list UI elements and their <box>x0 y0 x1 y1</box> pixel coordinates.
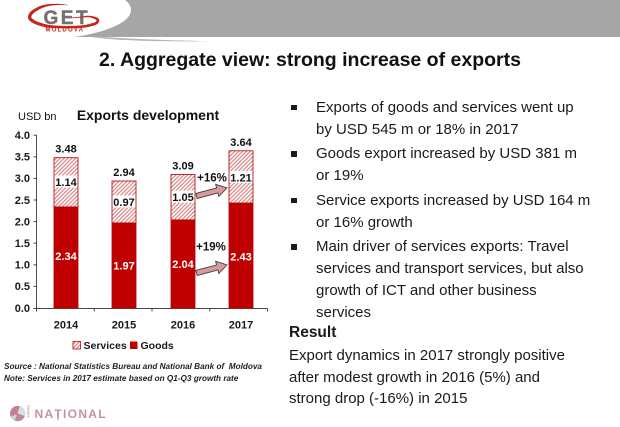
svg-text:USD bn: USD bn <box>18 111 57 123</box>
svg-text:GET: GET <box>44 8 91 29</box>
svg-text:2.04: 2.04 <box>172 259 194 271</box>
svg-text:2.5: 2.5 <box>15 195 30 207</box>
svg-text:3.48: 3.48 <box>55 144 76 156</box>
svg-text:2.34: 2.34 <box>55 251 77 263</box>
svg-text:2.0: 2.0 <box>15 216 30 228</box>
svg-text:3.0: 3.0 <box>15 173 30 185</box>
svg-text:1.21: 1.21 <box>230 172 251 184</box>
svg-text:MOLDOVA: MOLDOVA <box>46 28 85 34</box>
svg-text:+19%: +19% <box>196 241 226 253</box>
svg-text:2.43: 2.43 <box>230 251 251 263</box>
svg-text:2017: 2017 <box>229 320 253 332</box>
svg-text:0.5: 0.5 <box>15 281 30 293</box>
svg-text:2015: 2015 <box>112 320 136 332</box>
svg-text:+16%: +16% <box>197 173 227 185</box>
svg-text:Exports development: Exports development <box>77 107 220 123</box>
svg-text:3.64: 3.64 <box>230 137 252 149</box>
svg-text:0.0: 0.0 <box>15 303 30 315</box>
svg-text:3.5: 3.5 <box>15 152 30 164</box>
svg-text:1.97: 1.97 <box>113 260 134 272</box>
svg-text:3.09: 3.09 <box>172 161 193 173</box>
svg-text:1.05: 1.05 <box>172 192 193 204</box>
svg-text:Goods: Goods <box>141 340 174 352</box>
svg-text:1.14: 1.14 <box>55 177 77 189</box>
svg-text:Services: Services <box>84 340 127 352</box>
svg-text:4.0: 4.0 <box>15 130 30 142</box>
svg-text:2014: 2014 <box>54 320 79 332</box>
svg-text:1.5: 1.5 <box>15 238 30 250</box>
svg-text:0.97: 0.97 <box>113 197 134 209</box>
svg-text:2.94: 2.94 <box>113 167 135 179</box>
svg-text:2016: 2016 <box>171 320 195 332</box>
svg-text:ZIARUL: ZIARUL <box>27 404 31 418</box>
svg-text:1.0: 1.0 <box>15 260 30 272</box>
